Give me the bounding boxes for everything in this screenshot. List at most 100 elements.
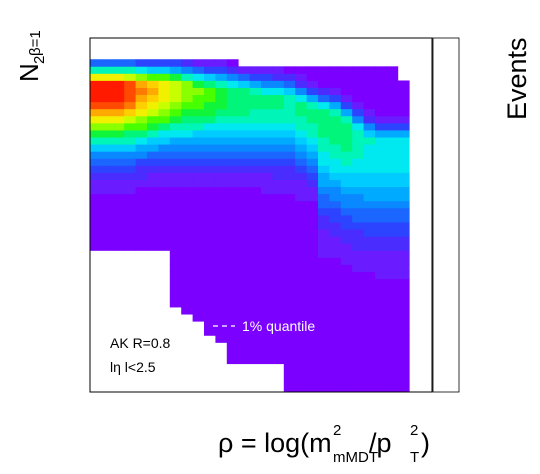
heatmap-cell	[295, 151, 307, 159]
heatmap-cell	[375, 108, 387, 117]
heatmap-cell	[318, 115, 330, 124]
heatmap-cell	[135, 243, 148, 251]
heatmap-cell	[386, 73, 399, 81]
heatmap-cell	[375, 87, 387, 96]
heatmap-cell	[386, 200, 399, 209]
heatmap-cell	[318, 144, 330, 152]
heatmap-cell	[204, 200, 216, 209]
heatmap-cell	[192, 59, 205, 67]
heatmap-cell	[169, 101, 182, 110]
heatmap-cell	[226, 257, 239, 265]
heatmap-cell	[352, 328, 364, 336]
heatmap-cell	[375, 101, 387, 110]
heatmap-cell	[283, 144, 296, 152]
heatmap-cell	[386, 151, 399, 159]
heatmap-cell	[318, 186, 330, 195]
heatmap-cell	[90, 186, 102, 195]
heatmap-cell	[147, 144, 159, 152]
heatmap-cell	[249, 179, 262, 188]
heatmap-cell	[318, 264, 330, 273]
heatmap-cell	[215, 172, 228, 180]
heatmap-cell	[306, 158, 319, 166]
heatmap-cell	[226, 250, 239, 258]
heatmap-cell	[169, 200, 182, 209]
heatmap-cell	[386, 243, 399, 251]
heatmap-cell	[124, 193, 136, 202]
heatmap-cell	[261, 257, 273, 265]
heatmap-cell	[204, 215, 216, 223]
heatmap-cell	[215, 115, 228, 124]
heatmap-cell	[375, 243, 387, 251]
heatmap-cell	[124, 144, 136, 152]
heatmap-cell	[261, 335, 273, 343]
heatmap-cell	[272, 356, 285, 365]
heatmap-cell	[169, 207, 182, 216]
heatmap-cell	[181, 271, 193, 280]
heatmap-cell	[352, 215, 364, 223]
heatmap-cell	[295, 356, 307, 365]
heatmap-cell	[352, 179, 364, 188]
heatmap-cell	[204, 108, 216, 117]
heatmap-cell	[306, 151, 319, 159]
heatmap-cell	[397, 207, 410, 216]
heatmap-cell	[181, 292, 193, 301]
heatmap-cell	[215, 229, 228, 237]
heatmap-cell	[352, 292, 364, 301]
heatmap-cell	[90, 172, 102, 180]
heatmap-cell	[318, 257, 330, 265]
heatmap-cell	[318, 377, 330, 386]
heatmap-cell	[272, 243, 285, 251]
heatmap-cell	[283, 215, 296, 223]
heatmap-cell	[375, 328, 387, 336]
heatmap-cell	[375, 193, 387, 202]
heatmap-cell	[375, 384, 387, 392]
heatmap-cell	[318, 94, 330, 103]
heatmap-cell	[215, 80, 228, 88]
heatmap-cell	[158, 243, 171, 251]
heatmap-cell	[329, 307, 342, 315]
heatmap-cell	[352, 87, 364, 96]
heatmap-cell	[249, 299, 262, 308]
heatmap-cell	[238, 207, 250, 216]
heatmap-cell	[375, 122, 387, 131]
heatmap-cell	[295, 215, 307, 223]
heatmap-cell	[90, 66, 102, 74]
heatmap-cell	[238, 356, 250, 365]
heatmap-cell	[397, 292, 410, 301]
heatmap-cell	[329, 314, 342, 322]
heatmap-cell	[329, 207, 342, 216]
heatmap-cell	[318, 229, 330, 237]
heatmap-cell	[101, 137, 114, 145]
heatmap-cell	[386, 122, 399, 131]
heatmap-cell	[386, 101, 399, 110]
heatmap-cell	[124, 108, 136, 117]
heatmap-cell	[386, 292, 399, 301]
heatmap-cell	[181, 130, 193, 138]
heatmap-cell	[363, 193, 376, 202]
heatmap-cell	[181, 158, 193, 166]
heatmap-cell	[318, 165, 330, 173]
heatmap-cell	[340, 264, 353, 273]
heatmap-cell	[340, 384, 353, 392]
heatmap-cell	[318, 271, 330, 280]
heatmap-cell	[101, 87, 114, 96]
heatmap-cell	[306, 193, 319, 202]
heatmap-cell	[352, 285, 364, 294]
heatmap-cell	[124, 87, 136, 96]
heatmap-cell	[238, 243, 250, 251]
heatmap-cell	[340, 207, 353, 216]
heatmap-cell	[158, 144, 171, 152]
heatmap-cell	[124, 236, 136, 244]
heatmap-cell	[386, 321, 399, 329]
heatmap-cell	[192, 158, 205, 166]
heatmap-cell	[397, 370, 410, 379]
heatmap-cell	[135, 115, 148, 124]
heatmap-cell	[204, 80, 216, 88]
heatmap-cell	[238, 108, 250, 117]
heatmap-cell	[169, 137, 182, 145]
heatmap-cell	[90, 229, 102, 237]
heatmap-cell	[215, 66, 228, 74]
heatmap-cell	[352, 66, 364, 74]
heatmap-cell	[215, 130, 228, 138]
heatmap-cell	[238, 101, 250, 110]
